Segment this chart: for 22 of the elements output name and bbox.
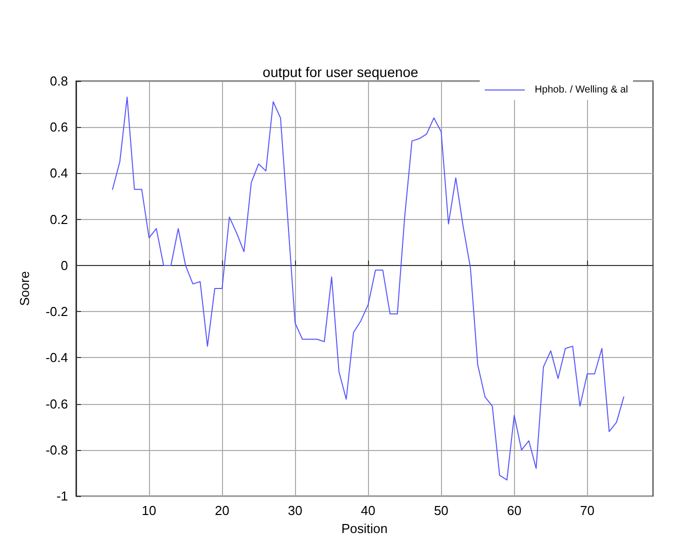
legend-label: Hphob. / Welling & al	[534, 84, 628, 96]
x-tick-label: 50	[434, 503, 448, 518]
x-tick-label: 60	[506, 503, 522, 518]
x-tick-label: 10	[142, 503, 156, 518]
x-tick-label: 70	[580, 503, 594, 518]
y-tick-label: -0.6	[46, 396, 68, 412]
y-tick-label: 0.6	[50, 120, 68, 135]
y-tick-label: 0.8	[50, 74, 68, 88]
y-tick-label: 0.4	[50, 166, 68, 181]
x-axis-title: Position	[341, 521, 388, 536]
x-tick-label: 30	[288, 503, 302, 518]
y-tick-label: 0	[60, 258, 68, 273]
y-tick-label: -1	[56, 488, 68, 504]
y-tick-label: -0.8	[46, 442, 68, 458]
x-tick-label: 40	[360, 503, 376, 518]
y-tick-label: 0.2	[50, 212, 68, 227]
x-tick-label: 20	[214, 503, 230, 518]
y-tick-label: -0.4	[46, 350, 68, 366]
y-axis-title: Soore	[17, 271, 32, 306]
line-series	[112, 96, 624, 480]
y-tick-label: -0.2	[46, 304, 68, 320]
chart-title: output for user sequenoe	[262, 64, 419, 80]
